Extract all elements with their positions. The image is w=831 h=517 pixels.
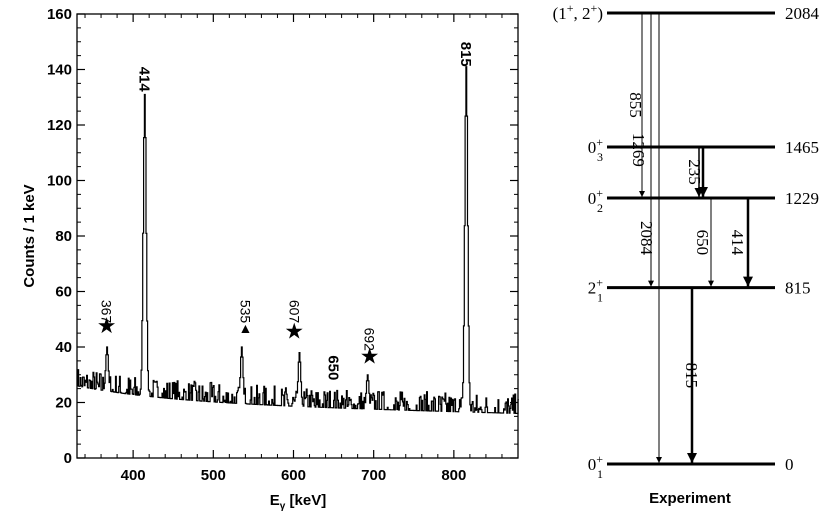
level-scheme-caption: Experiment xyxy=(649,490,731,507)
peak-label: 607 xyxy=(286,300,302,324)
spin-part: 2 xyxy=(588,279,597,298)
x-axis-label-unit: [keV] xyxy=(285,492,326,509)
y-tick-label: 80 xyxy=(55,228,72,245)
x-tick-label: 400 xyxy=(121,467,146,484)
level-energy-label: 815 xyxy=(785,279,811,298)
level-energy-label: 2084 xyxy=(785,4,820,23)
level-spin-label: 2+ xyxy=(588,276,604,298)
level-spin-subscript: 3 xyxy=(597,150,603,164)
transition-energy-label: 414 xyxy=(728,230,747,256)
y-tick-label: 40 xyxy=(55,339,72,356)
spin-part: (1 xyxy=(553,4,567,23)
spin-part: + xyxy=(567,1,574,15)
level-energy-label: 0 xyxy=(785,455,794,474)
peak-label: 535 xyxy=(237,300,253,324)
peak-label: 650 xyxy=(325,355,342,380)
y-tick-label: 120 xyxy=(47,117,72,134)
peak-label: 414 xyxy=(135,67,152,93)
y-tick-label: 20 xyxy=(55,395,72,412)
gamma-transitions: 855 1269 2084 235 650 414 815 xyxy=(626,13,753,463)
transition-energy-label: 235 xyxy=(685,159,704,185)
spin-part: 0 xyxy=(588,455,597,474)
spectrum-trace-group xyxy=(77,66,519,414)
y-tick-label: 60 xyxy=(55,284,72,301)
x-axis-label-sub: γ xyxy=(280,501,286,512)
spin-part: + xyxy=(596,452,603,466)
spin-part: + xyxy=(596,276,603,290)
spin-part: 0 xyxy=(588,189,597,208)
star-marker-icon: ★ xyxy=(284,318,304,343)
spin-part: 0 xyxy=(588,138,597,157)
level-energy-label: 1229 xyxy=(785,189,819,208)
y-axis: 0 20 40 60 80 100 120 140 160 xyxy=(47,6,518,467)
x-tick-label: 800 xyxy=(441,467,466,484)
spin-part: + xyxy=(596,135,603,149)
spin-part: + xyxy=(596,186,603,200)
transition-energy-label: 2084 xyxy=(637,221,656,256)
transition-energy-label: 650 xyxy=(693,230,712,256)
level-spin-subscript: 1 xyxy=(597,291,603,305)
x-axis: 400 500 600 700 800 xyxy=(84,14,519,484)
level-spin-label: 0+ xyxy=(588,452,604,474)
peak-label: 815 xyxy=(457,42,474,67)
x-axis-label-main: E xyxy=(270,492,280,509)
spin-part: ) xyxy=(597,4,603,23)
spin-part: + xyxy=(591,1,598,15)
transition-energy-label: 1269 xyxy=(629,133,648,167)
transition-energy-label: 855 xyxy=(626,92,645,118)
y-axis-label: Counts / 1 keV xyxy=(21,184,38,287)
level-spin-label: 0+ xyxy=(588,135,604,157)
y-tick-label: 0 xyxy=(64,450,72,467)
x-tick-label: 700 xyxy=(361,467,386,484)
y-tick-label: 100 xyxy=(47,173,72,190)
spin-part: , 2 xyxy=(574,4,591,23)
peak-label: 367 xyxy=(99,300,115,324)
spectrum-panel: 400 500 600 700 800 0 20 40 60 80 100 120 140 160 36… xyxy=(21,6,519,512)
transition-energy-label: 815 xyxy=(682,363,701,389)
peak-label: 692 xyxy=(362,328,378,352)
level-spin-subscript: 2 xyxy=(597,201,603,215)
star-marker-icon: ★ xyxy=(360,343,380,368)
x-axis-label: Eγ [keV] xyxy=(270,492,326,512)
y-tick-label: 160 xyxy=(47,6,72,23)
level-spin-label: 0+ xyxy=(588,186,604,208)
level-energy-label: 1465 xyxy=(785,138,819,157)
spectrum-histogram xyxy=(77,66,519,414)
triangle-marker-icon: ▲ xyxy=(238,322,252,337)
level-spin-label: (1+, 2+) xyxy=(553,1,603,23)
x-tick-label: 500 xyxy=(201,467,226,484)
level-spin-subscript: 1 xyxy=(597,467,603,481)
star-marker-icon: ★ xyxy=(97,313,117,338)
x-tick-label: 600 xyxy=(281,467,306,484)
y-tick-label: 140 xyxy=(47,62,72,79)
